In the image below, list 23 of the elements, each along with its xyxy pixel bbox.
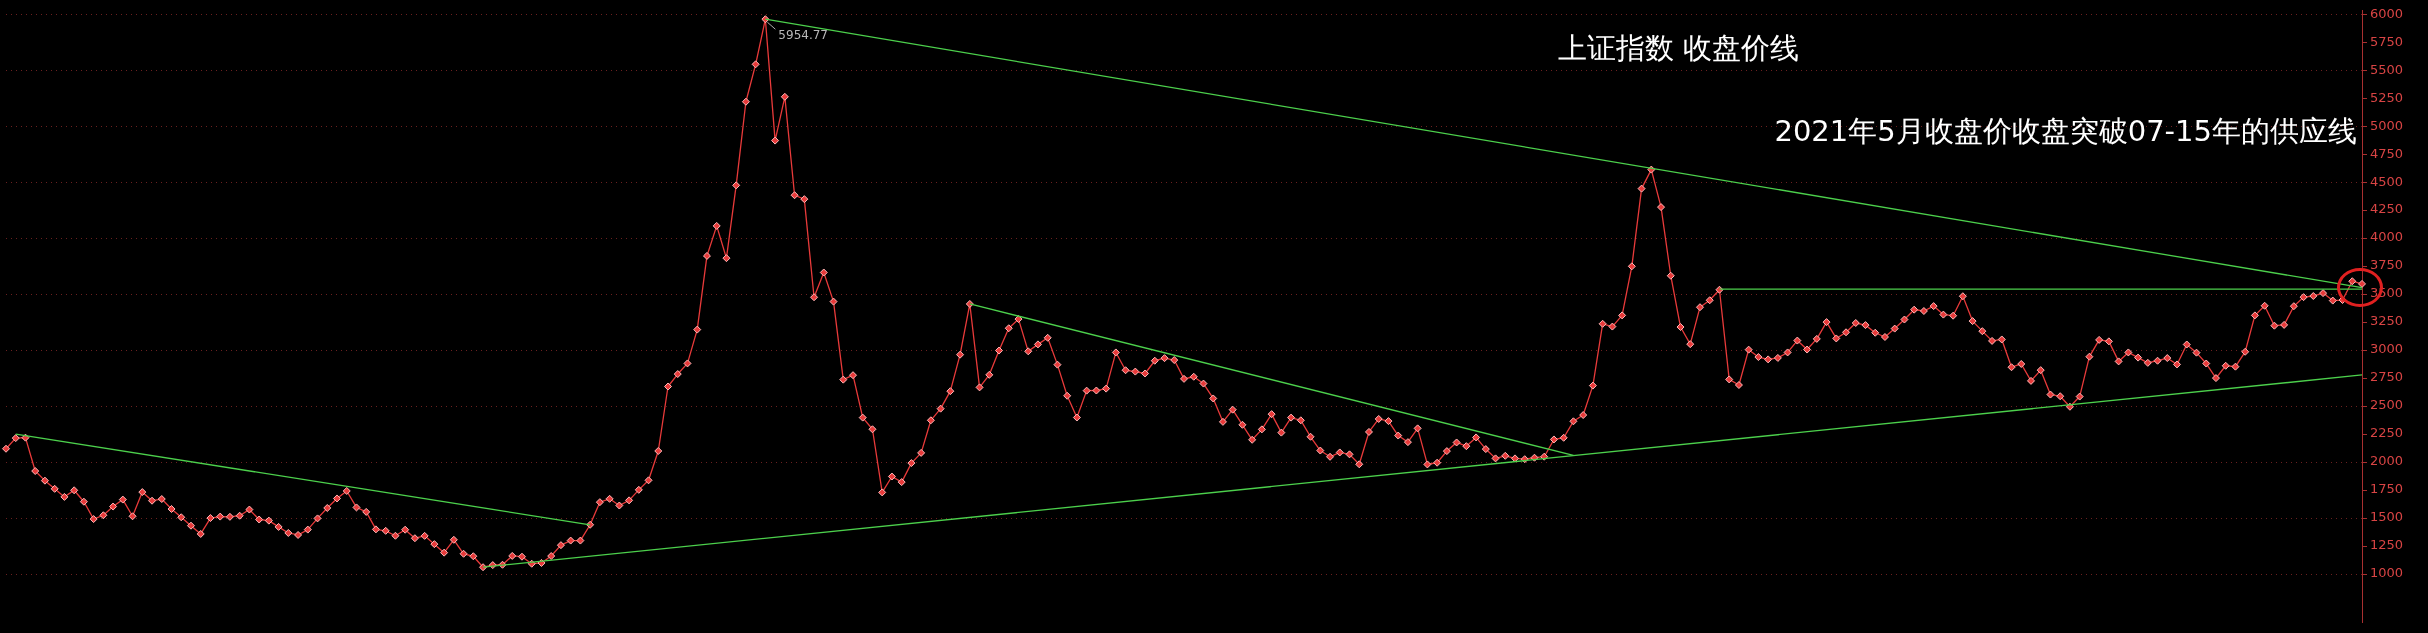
y-tick-label: 5250 xyxy=(2370,89,2404,105)
y-tick-label: 4000 xyxy=(2370,229,2404,245)
y-tick-label: 3750 xyxy=(2370,257,2404,273)
y-tick-label: 1750 xyxy=(2370,481,2404,497)
y-tick-label: 2000 xyxy=(2370,453,2404,469)
y-tick-label: 1250 xyxy=(2370,537,2404,553)
y-tick-label: 2500 xyxy=(2370,397,2404,413)
y-tick-label: 5750 xyxy=(2370,33,2404,49)
y-tick-label: 4250 xyxy=(2370,201,2404,217)
annotation: 5954.77 xyxy=(778,28,828,43)
annotation: 2021年5月收盘价收盘突破07-15年的供应线 xyxy=(1774,113,2357,148)
y-tick-label: 1500 xyxy=(2370,509,2404,525)
y-tick-label: 2750 xyxy=(2370,369,2404,385)
y-tick-label: 4750 xyxy=(2370,145,2404,161)
y-tick-label: 2250 xyxy=(2370,425,2404,441)
y-tick-label: 5500 xyxy=(2370,61,2404,77)
text: 上证指数 收盘价线 xyxy=(1558,30,1800,65)
y-tick-label: 3250 xyxy=(2370,313,2404,329)
y-tick-label: 3000 xyxy=(2370,341,2404,357)
y-tick-label: 6000 xyxy=(2370,5,2404,21)
y-tick-label: 1000 xyxy=(2370,565,2404,581)
y-tick-label: 4500 xyxy=(2370,173,2404,189)
y-tick-label: 5000 xyxy=(2370,117,2404,133)
